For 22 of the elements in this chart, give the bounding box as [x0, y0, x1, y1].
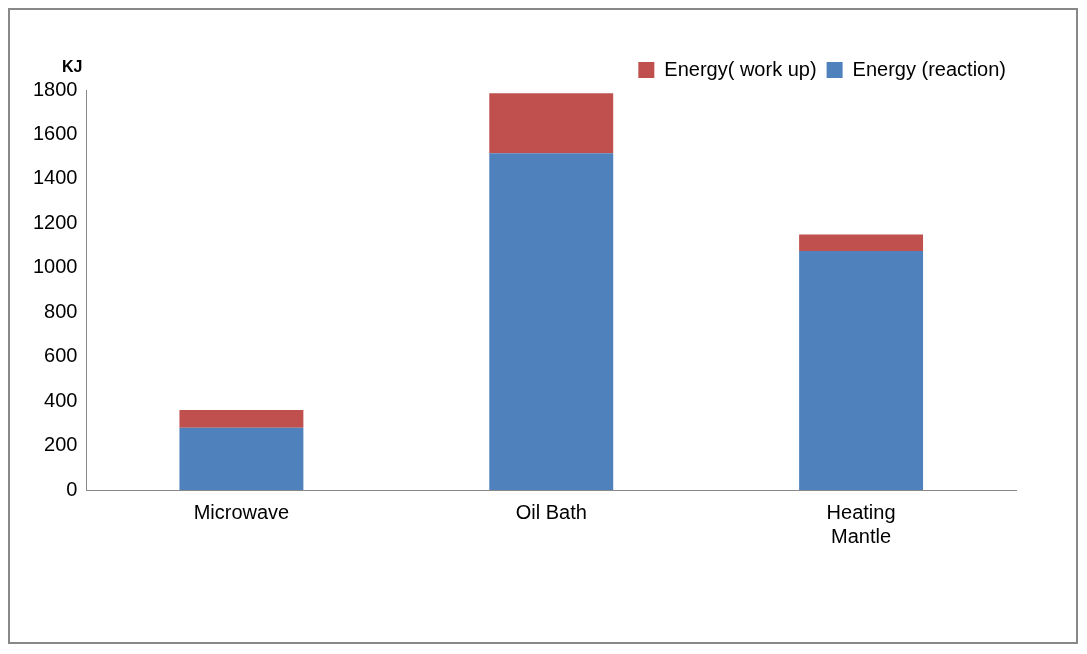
y-tick-label: 1200 [32, 210, 78, 233]
y-tick-label: 600 [44, 344, 78, 367]
y-tick-label: 1000 [32, 255, 78, 278]
legend-label: Energy (reaction) [852, 57, 1007, 80]
bar [489, 153, 614, 490]
x-tick-label: Oil Bath [515, 500, 587, 523]
x-tick-label: Microwave [193, 500, 290, 523]
bar [799, 234, 924, 252]
x-tick-label: Heating Mantle [826, 500, 896, 547]
y-tick-label: 1400 [32, 166, 78, 189]
y-tick-label: 1600 [32, 121, 78, 144]
bar [489, 93, 614, 154]
bar [179, 410, 304, 428]
y-tick-label: 200 [44, 433, 78, 456]
bar [799, 251, 924, 490]
y-axis-title: KJ [62, 58, 83, 76]
y-tick-label: 1800 [32, 77, 78, 100]
y-tick-label: 400 [44, 388, 78, 411]
y-tick-label: 800 [44, 299, 78, 322]
legend-label: Energy( work up) [664, 57, 817, 80]
y-tick-label: 0 [66, 477, 78, 500]
bar [179, 427, 304, 490]
